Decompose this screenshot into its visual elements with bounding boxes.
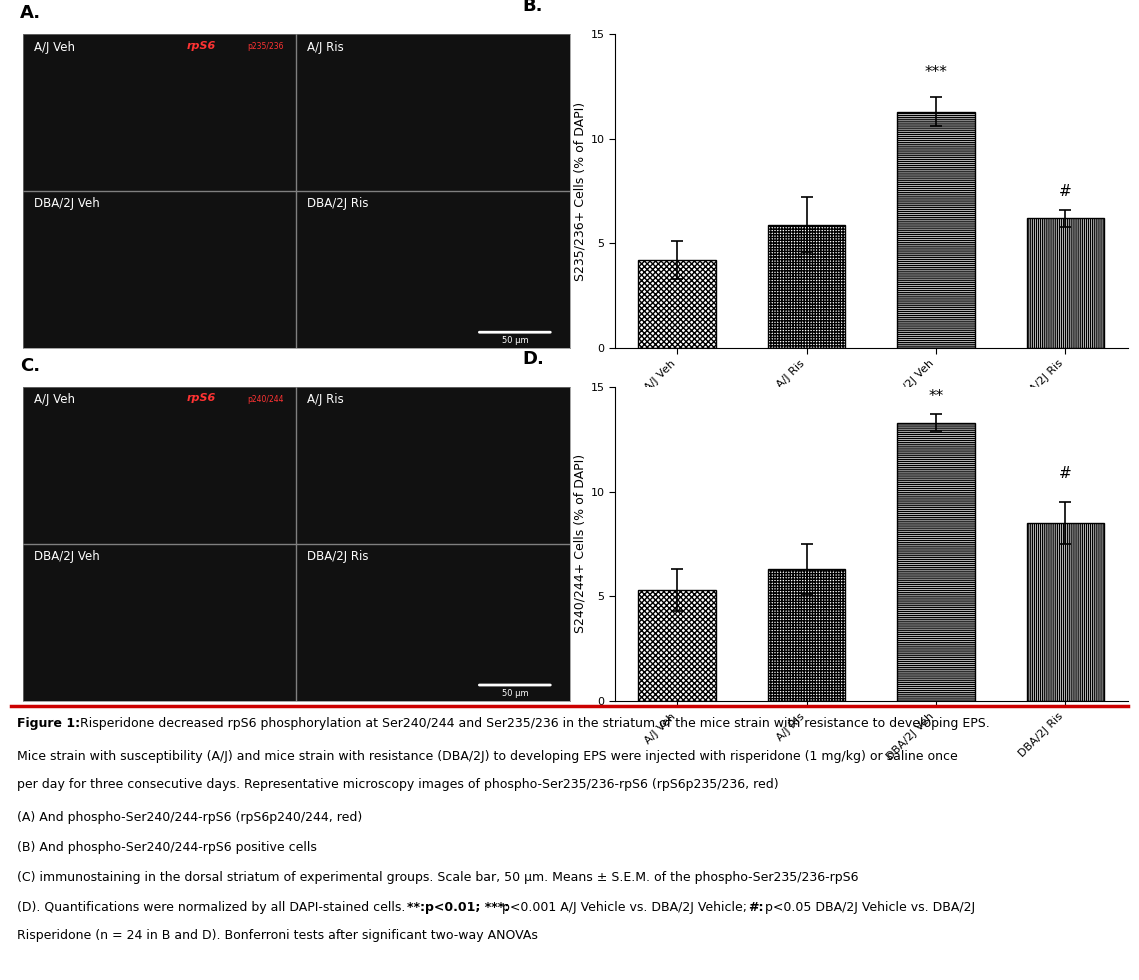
Text: A/J Ris: A/J Ris [308, 393, 344, 407]
Text: DBA/2J Veh: DBA/2J Veh [34, 550, 99, 564]
Bar [638, 590, 716, 701]
Bar [1026, 219, 1105, 348]
Text: (B) And phospho-Ser240/244-rpS6 positive cells: (B) And phospho-Ser240/244-rpS6 positive… [17, 841, 317, 854]
Text: A/J Veh: A/J Veh [34, 393, 75, 407]
Text: rpS6: rpS6 [187, 393, 216, 404]
Text: A/J Veh: A/J Veh [34, 40, 75, 54]
Text: p240/244: p240/244 [247, 395, 284, 404]
Text: Risperidone (n = 24 in B and D). Bonferroni tests after significant two-way ANOV: Risperidone (n = 24 in B and D). Bonferr… [17, 929, 538, 942]
Text: (C) immunostaining in the dorsal striatum of experimental groups. Scale bar, 50 : (C) immunostaining in the dorsal striatu… [17, 871, 859, 884]
Text: #: # [1059, 466, 1072, 481]
Text: (A) And phospho-Ser240/244-rpS6 (rpS6p240/244, red): (A) And phospho-Ser240/244-rpS6 (rpS6p24… [17, 810, 362, 823]
Bar [1026, 523, 1105, 701]
Y-axis label: S235/236+ Cells (% of DAPI): S235/236+ Cells (% of DAPI) [573, 102, 587, 280]
Text: rpS6: rpS6 [187, 40, 216, 51]
Bar [898, 422, 975, 701]
Bar [768, 224, 845, 348]
Bar [638, 260, 716, 348]
Text: 50 μm: 50 μm [501, 336, 528, 345]
Bar [898, 112, 975, 348]
Text: #:: #: [748, 902, 764, 914]
Text: Figure 1:: Figure 1: [17, 717, 80, 730]
Y-axis label: S240/244+ Cells (% of DAPI): S240/244+ Cells (% of DAPI) [573, 455, 587, 633]
Text: Mice strain with susceptibility (A/J) and mice strain with resistance (DBA/2J) t: Mice strain with susceptibility (A/J) an… [17, 751, 958, 763]
Text: **: ** [928, 389, 944, 404]
Text: DBA/2J Ris: DBA/2J Ris [308, 550, 369, 564]
Text: DBA/2J Ris: DBA/2J Ris [308, 197, 369, 211]
Text: D.: D. [523, 350, 544, 368]
Bar [768, 569, 845, 701]
Text: **:p<0.01; ***:: **:p<0.01; ***: [407, 902, 509, 914]
Text: (D). Quantifications were normalized by all DAPI-stained cells.: (D). Quantifications were normalized by … [17, 902, 409, 914]
Text: #: # [1059, 184, 1072, 200]
Text: Risperidone decreased rpS6 phosphorylation at Ser240/244 and Ser235/236 in the s: Risperidone decreased rpS6 phosphorylati… [76, 717, 990, 730]
Text: p<0.05 DBA/2J Vehicle vs. DBA/2J: p<0.05 DBA/2J Vehicle vs. DBA/2J [761, 902, 975, 914]
Text: 50 μm: 50 μm [501, 689, 528, 698]
Text: B.: B. [523, 0, 543, 16]
Text: C.: C. [21, 357, 40, 374]
Text: p<0.001 A/J Vehicle vs. DBA/2J Vehicle;: p<0.001 A/J Vehicle vs. DBA/2J Vehicle; [499, 902, 752, 914]
Text: A.: A. [21, 4, 41, 22]
Text: ***: *** [925, 66, 948, 80]
Text: DBA/2J Veh: DBA/2J Veh [34, 197, 99, 211]
Text: A/J Ris: A/J Ris [308, 40, 344, 54]
Text: per day for three consecutive days. Representative microscopy images of phospho-: per day for three consecutive days. Repr… [17, 778, 779, 791]
Text: p235/236: p235/236 [247, 42, 284, 51]
